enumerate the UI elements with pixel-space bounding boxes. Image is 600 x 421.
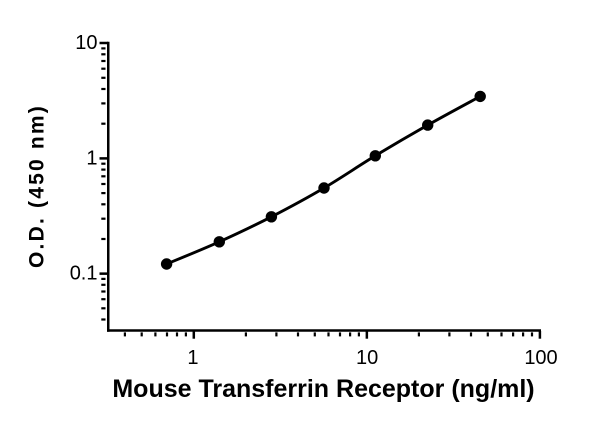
svg-text:O.D. (450 nm): O.D. (450 nm) (26, 104, 49, 268)
svg-text:Mouse Transferrin Receptor (ng: Mouse Transferrin Receptor (ng/ml) (112, 375, 534, 403)
svg-text:10: 10 (356, 347, 378, 369)
svg-text:10: 10 (75, 32, 97, 54)
svg-text:100: 100 (524, 347, 557, 369)
svg-text:0.1: 0.1 (70, 263, 98, 285)
svg-text:1: 1 (86, 148, 97, 170)
svg-text:1: 1 (187, 347, 198, 369)
